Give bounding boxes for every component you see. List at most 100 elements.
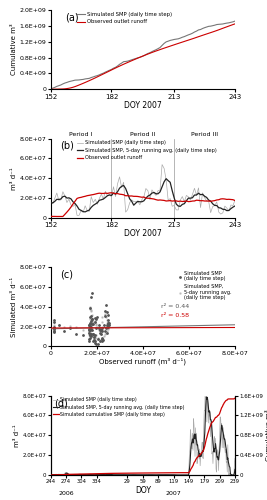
Point	[92, 330, 97, 338]
Point	[88, 305, 92, 313]
Point	[99, 328, 103, 336]
Point	[88, 321, 92, 329]
Text: r² = 0.58: r² = 0.58	[161, 313, 189, 318]
Point	[52, 326, 56, 334]
Point	[104, 302, 108, 310]
Point	[99, 324, 104, 332]
Text: Period III: Period III	[191, 132, 218, 137]
Point	[68, 324, 72, 332]
Point	[93, 314, 97, 322]
Point	[52, 328, 56, 336]
Point	[99, 336, 103, 344]
Point	[99, 328, 104, 336]
Point	[105, 321, 109, 329]
Point	[87, 322, 91, 330]
Point	[105, 324, 110, 332]
Point	[92, 332, 96, 340]
Y-axis label: m³ d⁻¹: m³ d⁻¹	[11, 167, 17, 190]
X-axis label: DOY 2007: DOY 2007	[124, 101, 162, 110]
Point	[52, 321, 56, 329]
Point	[57, 320, 61, 328]
Point	[52, 324, 56, 332]
Point	[88, 313, 92, 321]
Point	[88, 324, 92, 332]
Point	[87, 324, 91, 332]
Point	[88, 320, 92, 328]
Point	[98, 336, 102, 344]
Point	[88, 331, 92, 339]
Point	[88, 328, 92, 336]
X-axis label: DOY: DOY	[135, 486, 151, 494]
Point	[93, 332, 97, 340]
Text: (a): (a)	[65, 12, 79, 22]
Point	[87, 329, 91, 337]
Point	[96, 334, 100, 342]
Point	[105, 318, 109, 326]
Point	[91, 333, 96, 341]
Point	[52, 318, 56, 326]
Point	[57, 320, 61, 328]
Point	[97, 330, 102, 338]
Point	[90, 312, 94, 320]
Point	[89, 312, 93, 320]
Point	[104, 328, 108, 336]
Point	[105, 318, 110, 326]
Point	[107, 320, 111, 328]
Point	[52, 323, 56, 331]
Point	[88, 331, 92, 339]
Point	[89, 330, 93, 338]
Point	[90, 330, 95, 338]
Point	[105, 320, 110, 328]
Point	[102, 321, 106, 329]
Point	[93, 338, 97, 345]
Point	[52, 327, 57, 335]
Point	[100, 335, 104, 343]
X-axis label: Observed runoff (m³ d⁻¹): Observed runoff (m³ d⁻¹)	[99, 357, 186, 364]
Point	[106, 323, 110, 331]
Point	[94, 324, 98, 332]
Point	[90, 326, 95, 334]
Point	[88, 319, 92, 327]
X-axis label: DOY 2007: DOY 2007	[124, 230, 162, 238]
Point	[96, 335, 101, 343]
Point	[101, 334, 105, 342]
Point	[87, 328, 92, 336]
Point	[106, 318, 110, 326]
Point	[93, 318, 97, 326]
Point	[90, 320, 94, 328]
Point	[88, 331, 92, 339]
Point	[107, 320, 111, 328]
Point	[100, 313, 104, 321]
Point	[91, 318, 95, 326]
Point	[98, 337, 102, 345]
Point	[88, 319, 93, 327]
Point	[81, 326, 85, 334]
Y-axis label: Cumulative m³: Cumulative m³	[11, 24, 17, 76]
Point	[81, 331, 85, 339]
Point	[52, 324, 56, 332]
Text: Period I: Period I	[69, 132, 93, 137]
Point	[94, 315, 99, 323]
Point	[88, 322, 92, 330]
Point	[99, 326, 103, 334]
Point	[52, 325, 56, 333]
Point	[74, 324, 78, 332]
Point	[91, 332, 95, 340]
Point	[88, 324, 92, 332]
Point	[90, 316, 95, 324]
Point	[103, 312, 107, 320]
Point	[89, 306, 93, 314]
Point	[87, 328, 91, 336]
Text: (b): (b)	[60, 141, 74, 151]
Point	[87, 330, 91, 338]
Point	[74, 330, 78, 338]
Point	[52, 324, 56, 332]
Point	[89, 307, 93, 315]
Text: Period II: Period II	[130, 132, 155, 137]
Point	[92, 335, 96, 343]
Point	[87, 322, 91, 330]
Legend: Simulated SMP (daily time step), Observed outlet runoff: Simulated SMP (daily time step), Observe…	[77, 12, 172, 24]
Text: (d): (d)	[54, 398, 68, 408]
Point	[100, 324, 104, 332]
Point	[52, 324, 56, 332]
